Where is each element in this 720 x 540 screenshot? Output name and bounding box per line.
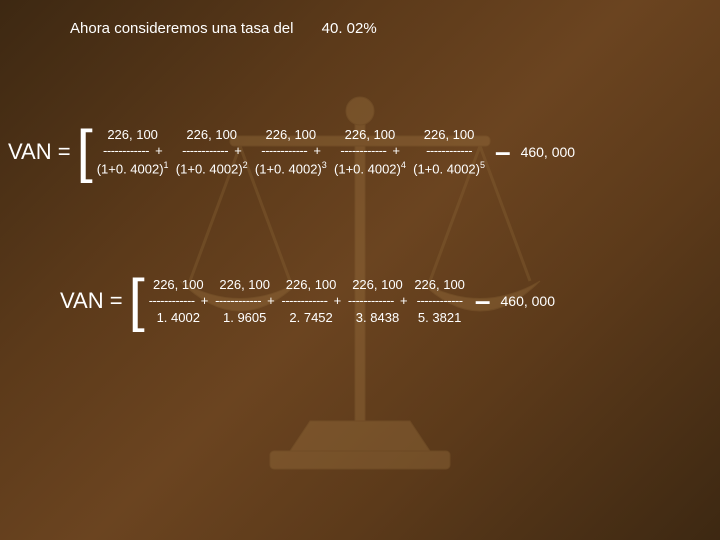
eq2-term: 226, 100------------ +3. 8438 xyxy=(348,277,407,326)
title-prefix: Ahora consideremos una tasa del xyxy=(70,20,293,37)
eq1-term: 226, 100------------ +(1+0. 4002)3 xyxy=(255,127,327,177)
bracket-left-2: [ xyxy=(129,278,145,324)
title-rate: 40. 02% xyxy=(322,20,377,37)
minus-1: – xyxy=(495,136,511,168)
minus-2: – xyxy=(475,285,491,317)
eq2-term: 226, 100------------5. 3821 xyxy=(414,277,465,326)
eq1-term: 226, 100------------(1+0. 4002)5 xyxy=(413,127,485,177)
eq1-terms: 226, 100------------ +(1+0. 4002)1 226, … xyxy=(97,127,485,177)
title-line: Ahora consideremos una tasa del 40. 02% xyxy=(70,20,720,37)
eq1-term: 226, 100------------ +(1+0. 4002)2 xyxy=(176,127,248,177)
eq1-term: 226, 100------------ +(1+0. 4002)1 xyxy=(97,127,169,177)
equation-2: VAN = [ 226, 100------------ +1. 4002 22… xyxy=(60,277,720,326)
eq2-term: 226, 100------------ +1. 4002 xyxy=(149,277,208,326)
eq2-terms: 226, 100------------ +1. 4002 226, 100--… xyxy=(149,277,465,326)
eq1-term: 226, 100------------ +(1+0. 4002)4 xyxy=(334,127,406,177)
eq2-term: 226, 100------------ +1. 9605 xyxy=(215,277,274,326)
van-label-2: VAN = xyxy=(60,288,123,314)
equation-1: VAN = [ 226, 100------------ +(1+0. 4002… xyxy=(8,127,720,177)
bracket-left-1: [ xyxy=(77,129,93,175)
constant-2: 460, 000 xyxy=(501,293,556,309)
constant-1: 460, 000 xyxy=(521,144,576,160)
van-label-1: VAN = xyxy=(8,139,71,165)
eq2-term: 226, 100------------ +2. 7452 xyxy=(282,277,341,326)
